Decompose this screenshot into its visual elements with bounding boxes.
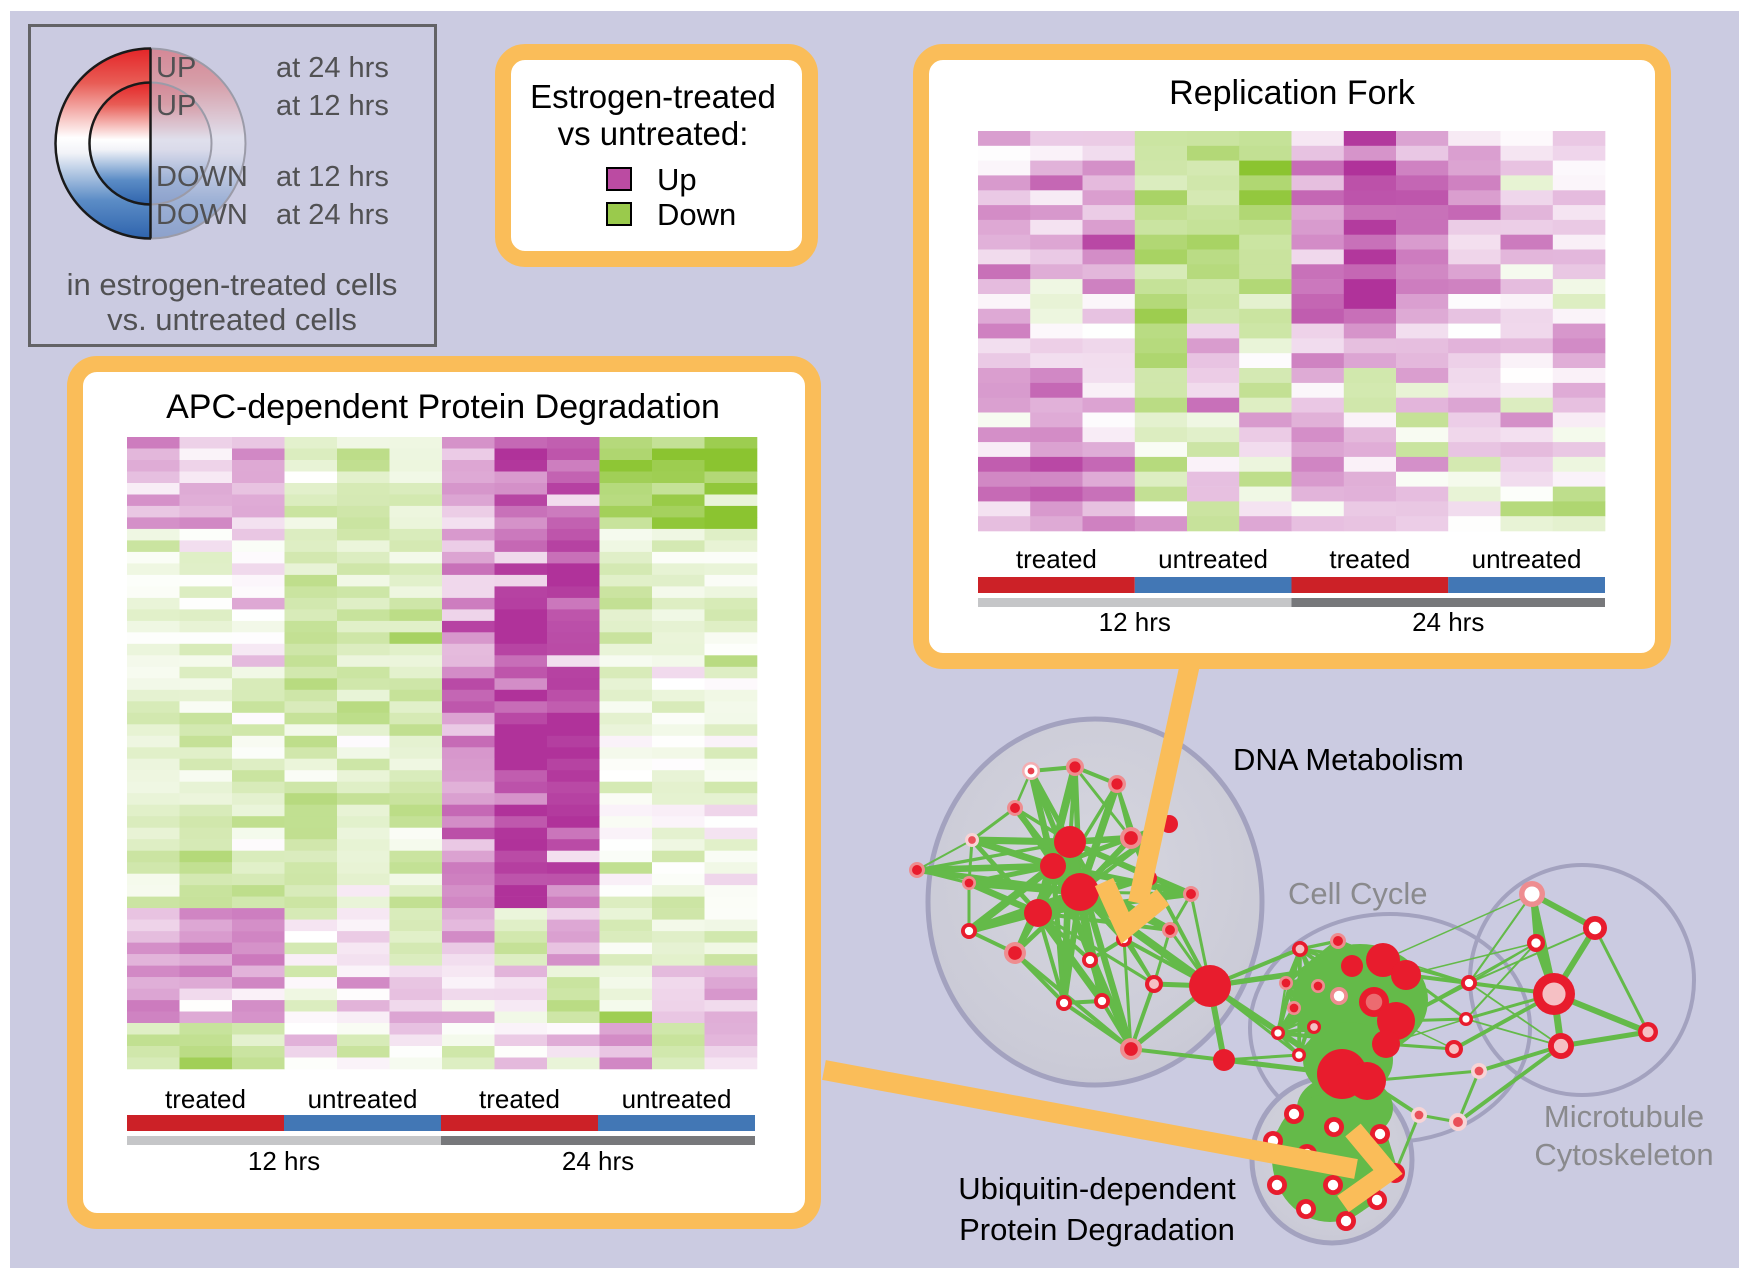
svg-text:at 24 hrs: at 24 hrs xyxy=(276,199,389,231)
svg-text:Cell Cycle: Cell Cycle xyxy=(1288,876,1428,911)
svg-text:treated: treated xyxy=(479,1084,560,1114)
svg-text:Ubiquitin-dependent: Ubiquitin-dependent xyxy=(958,1171,1236,1206)
svg-text:24 hrs: 24 hrs xyxy=(562,1146,634,1176)
svg-text:DNA Metabolism: DNA Metabolism xyxy=(1233,742,1464,777)
svg-text:UP: UP xyxy=(156,52,196,84)
svg-text:UP: UP xyxy=(156,90,196,122)
svg-text:Up: Up xyxy=(657,162,697,197)
svg-text:DOWN: DOWN xyxy=(156,161,248,193)
svg-text:untreated: untreated xyxy=(622,1084,732,1114)
svg-text:in estrogen-treated cells: in estrogen-treated cells xyxy=(67,267,398,302)
svg-text:Microtubule: Microtubule xyxy=(1544,1099,1704,1134)
svg-text:at 12 hrs: at 12 hrs xyxy=(276,161,389,193)
svg-text:at 24 hrs: at 24 hrs xyxy=(276,52,389,84)
svg-text:vs untreated:: vs untreated: xyxy=(558,115,749,152)
svg-text:12 hrs: 12 hrs xyxy=(248,1146,320,1176)
svg-text:treated: treated xyxy=(165,1084,246,1114)
svg-text:Down: Down xyxy=(657,197,736,232)
svg-text:at 12 hrs: at 12 hrs xyxy=(276,90,389,122)
svg-text:treated: treated xyxy=(1016,544,1097,574)
svg-text:12 hrs: 12 hrs xyxy=(1099,607,1171,637)
svg-text:untreated: untreated xyxy=(1158,544,1268,574)
svg-text:Protein Degradation: Protein Degradation xyxy=(959,1212,1235,1247)
svg-text:treated: treated xyxy=(1329,544,1410,574)
svg-text:Cytoskeleton: Cytoskeleton xyxy=(1534,1137,1713,1172)
svg-text:Estrogen-treated: Estrogen-treated xyxy=(530,78,776,115)
svg-text:untreated: untreated xyxy=(308,1084,418,1114)
svg-text:DOWN: DOWN xyxy=(156,199,248,231)
svg-text:untreated: untreated xyxy=(1472,544,1582,574)
svg-text:vs. untreated cells: vs. untreated cells xyxy=(107,302,357,337)
svg-text:Replication Fork: Replication Fork xyxy=(1169,74,1416,112)
svg-text:24 hrs: 24 hrs xyxy=(1412,607,1484,637)
svg-text:APC-dependent Protein Degradat: APC-dependent Protein Degradation xyxy=(166,388,720,426)
